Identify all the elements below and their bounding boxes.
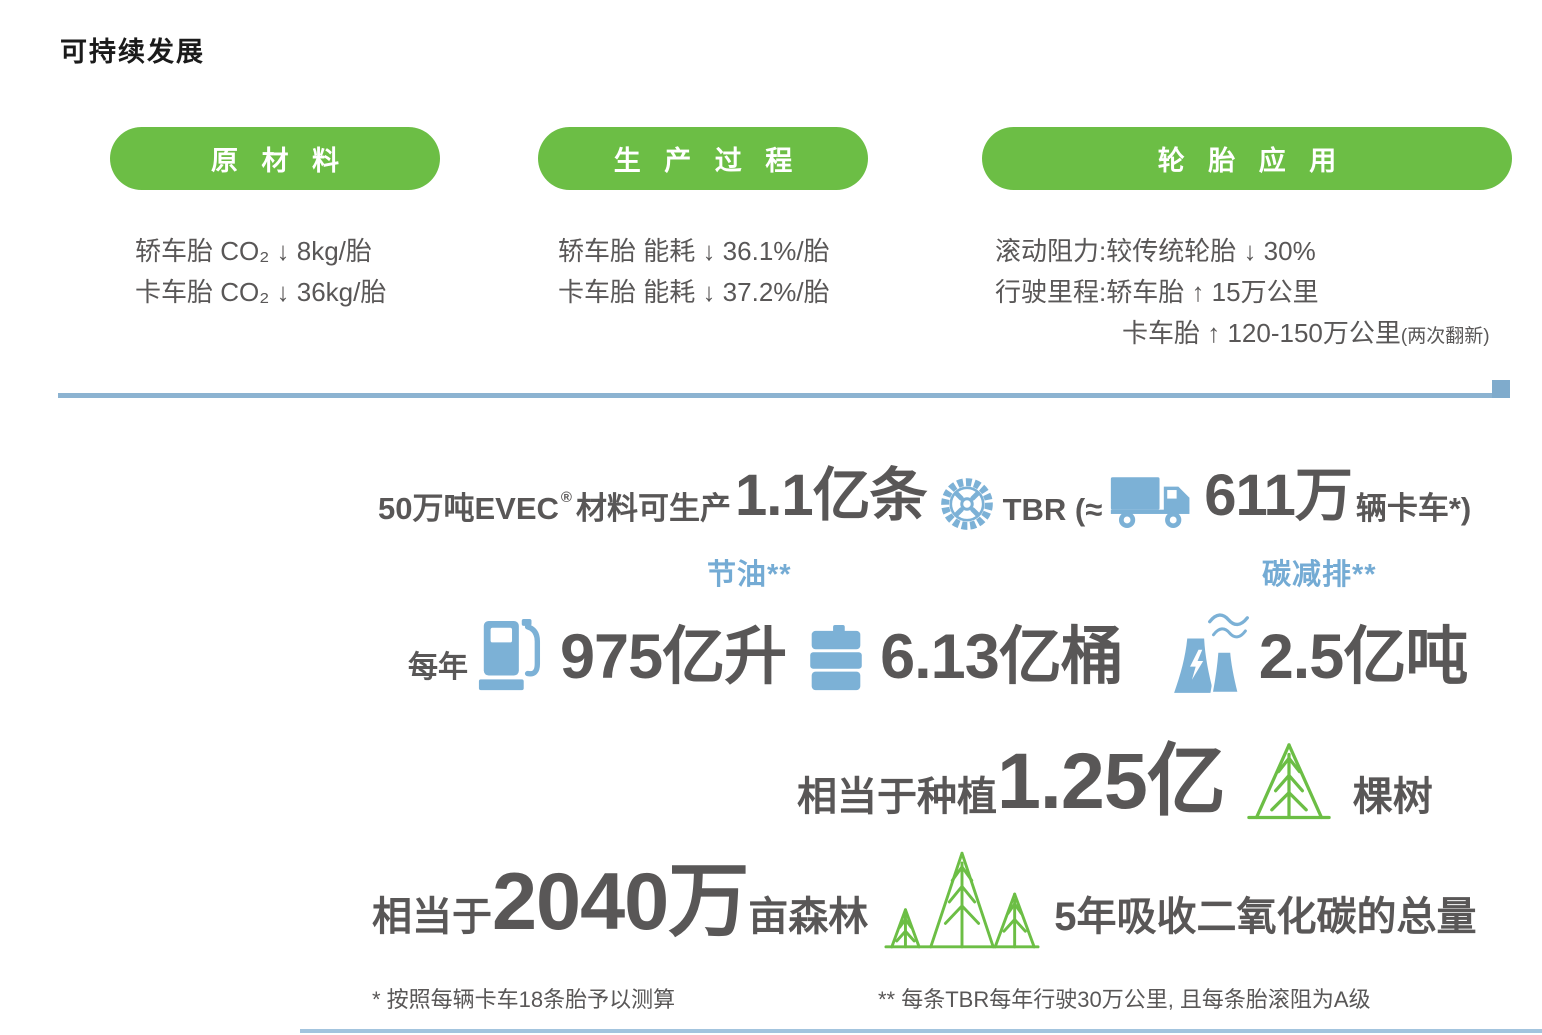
headline-can-produce: 材料可生产 (575, 491, 731, 526)
bottom-edge-line (300, 1029, 1542, 1033)
forest-value: 2040万 (492, 857, 749, 947)
forest-area-unit: 亩森林 (748, 895, 869, 939)
fuel-liters-value: 975亿升 (560, 622, 787, 692)
stat-line: 轿车胎 能耗 ↓ 36.1%/胎 (558, 236, 830, 266)
fuel-saving-label: 节油** (707, 559, 792, 591)
headline-row: 50万吨EVEC ® 材料可生产 1.1亿条 TBR (≈ (378, 448, 1471, 532)
separator-line (58, 393, 1510, 398)
retread-note: (两次翻新) (1400, 326, 1490, 347)
pill-raw-materials-label: 原 材 料 (210, 146, 347, 176)
annual-stats-row: 每年 975亿升 6.13亿桶 (408, 606, 1469, 697)
forest-suffix: 5年吸收二氧化碳的总量 (1054, 895, 1477, 939)
stat-line: 滚动阻力:较传统轮胎 ↓ 30% (995, 236, 1316, 266)
stat-line-text: 卡车胎 ↑ 120-150万公里 (1122, 318, 1401, 348)
pill-tire-application: 轮 胎 应 用 (982, 127, 1512, 190)
headline-truck-count: 611万 (1204, 463, 1353, 528)
headline-trucks-suffix: 辆卡车*) (1355, 491, 1472, 526)
headline-tire-count: 1.1亿条 (734, 463, 928, 528)
forest-trees-icon (884, 849, 1040, 953)
fuel-pump-icon (476, 617, 550, 697)
page-title: 可持续发展 (60, 37, 205, 67)
stat-line: 卡车胎 ↑ 120-150万公里(两次翻新) (995, 313, 1490, 357)
stat-line: 行驶里程:轿车胎 ↑ 15万公里 (995, 277, 1319, 307)
tire-application-stats: 滚动阻力:较传统轮胎 ↓ 30% 行驶里程:轿车胎 ↑ 15万公里 卡车胎 ↑ … (995, 231, 1490, 357)
trees-prefix: 相当于种植 (797, 775, 997, 819)
tire-icon (939, 476, 995, 532)
stat-line: 卡车胎 CO₂ ↓ 36kg/胎 (135, 277, 387, 307)
separator-end-square (1492, 380, 1510, 398)
trees-suffix: 棵树 (1352, 775, 1433, 819)
per-year-label: 每年 (408, 651, 468, 684)
oil-barrel-icon (806, 625, 866, 697)
production-process-stats: 轿车胎 能耗 ↓ 36.1%/胎 卡车胎 能耗 ↓ 37.2%/胎 (558, 231, 830, 313)
trees-equivalence-row: 相当于种植 1.25亿 棵树 (797, 716, 1433, 831)
pill-tire-application-label: 轮 胎 应 用 (1157, 146, 1345, 176)
carbon-reduction-label: 碳减排** (1262, 559, 1377, 591)
pill-raw-materials: 原 材 料 (110, 127, 440, 190)
pill-production-process-label: 生 产 过 程 (613, 146, 801, 176)
forest-equivalence-row: 相当于 2040万 亩森林 (372, 836, 1476, 953)
fuel-barrels-value: 6.13亿桶 (880, 622, 1124, 692)
headline-tbr: TBR (≈ (1002, 492, 1103, 527)
pine-tree-icon (1247, 741, 1331, 831)
power-plant-icon (1161, 610, 1251, 697)
stat-line: 卡车胎 能耗 ↓ 37.2%/胎 (558, 277, 830, 307)
registered-mark: ® (560, 489, 572, 506)
carbon-tons-value: 2.5亿吨 (1258, 622, 1469, 692)
truck-icon (1110, 472, 1192, 532)
pill-production-process: 生 产 过 程 (538, 127, 868, 190)
footnote-truck-tires: * 按照每辆卡车18条胎予以测算 (372, 987, 676, 1012)
forest-prefix: 相当于 (372, 895, 492, 939)
headline-material: 50万吨EVEC (378, 491, 559, 526)
footnote-tbr-mileage: ** 每条TBR每年行驶30万公里, 且每条胎滚阻为A级 (878, 987, 1371, 1012)
raw-materials-stats: 轿车胎 CO₂ ↓ 8kg/胎 卡车胎 CO₂ ↓ 36kg/胎 (135, 231, 386, 313)
trees-value: 1.25亿 (997, 736, 1226, 825)
stat-line: 轿车胎 CO₂ ↓ 8kg/胎 (135, 236, 372, 266)
